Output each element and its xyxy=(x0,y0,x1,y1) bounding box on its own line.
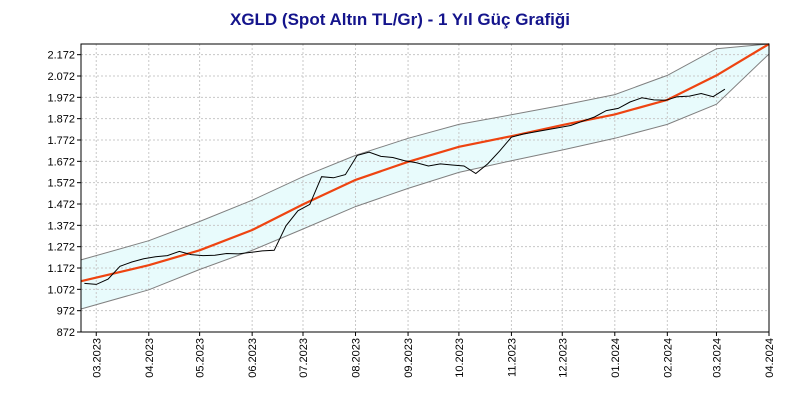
chart-title: XGLD (Spot Altın TL/Gr) - 1 Yıl Güç Graf… xyxy=(229,10,570,29)
y-tick-label: 1.772 xyxy=(47,135,75,147)
x-tick-label: 06.2023 xyxy=(247,338,259,378)
y-tick-label: 1.172 xyxy=(47,263,75,275)
plot-frame xyxy=(80,43,770,333)
y-tick-label: 1.872 xyxy=(47,114,75,126)
series-price xyxy=(84,88,726,285)
axis-layer: 872 972 1.072 1.172 1.272 1.372 1.472 1.572 1.67… xyxy=(47,43,776,378)
y-tick-label: 2.172 xyxy=(47,50,75,62)
band-layer xyxy=(81,44,769,309)
y-tick-label: 1.972 xyxy=(47,92,75,104)
x-tick-label: 08.2023 xyxy=(351,338,363,378)
y-tick-label: 1.372 xyxy=(47,220,75,232)
series-trend xyxy=(80,43,770,283)
x-tick-label: 10.2023 xyxy=(454,338,466,378)
y-tick-label: 872 xyxy=(57,327,75,339)
x-tick-label: 04.2024 xyxy=(764,338,776,378)
x-tick-label: 01.2024 xyxy=(610,338,622,378)
band-fill xyxy=(81,44,769,309)
y-tick-label: 1.672 xyxy=(47,156,75,168)
x-tick-label: 12.2023 xyxy=(557,338,569,378)
y-tick-label: 2.072 xyxy=(47,71,75,83)
x-tick-label: 04.2023 xyxy=(144,338,156,378)
y-tick-label: 1.072 xyxy=(47,284,75,296)
x-tick-label: 03.2024 xyxy=(711,338,723,378)
x-tick-label: 05.2023 xyxy=(195,338,207,378)
x-tick-label: 02.2024 xyxy=(662,338,674,378)
x-tick-label: 03.2023 xyxy=(91,338,103,378)
line-layer xyxy=(80,43,770,310)
y-tick-label: 1.472 xyxy=(47,199,75,211)
series-band-upper xyxy=(80,43,770,261)
y-tick-label: 1.272 xyxy=(47,242,75,254)
y-tick-label: 1.572 xyxy=(47,178,75,190)
x-tick-label: 07.2023 xyxy=(298,338,310,378)
x-tick-label: 09.2023 xyxy=(403,338,415,378)
series-band-lower xyxy=(80,53,770,310)
x-tick-label: 11.2023 xyxy=(506,338,518,377)
y-tick-label: 972 xyxy=(57,306,75,318)
